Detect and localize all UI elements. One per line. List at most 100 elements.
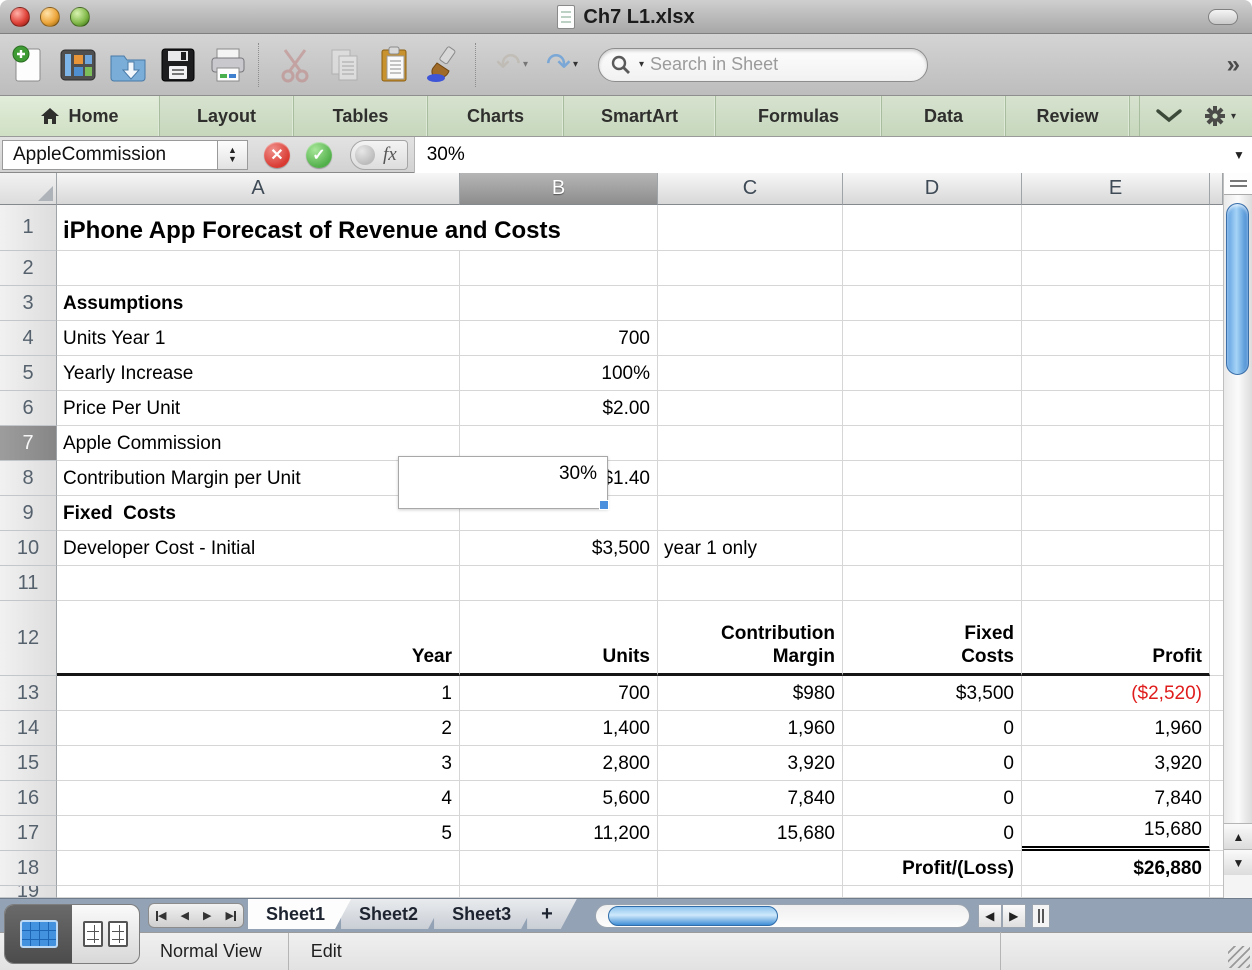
cell-E3[interactable] xyxy=(1022,286,1210,321)
cell-A11[interactable] xyxy=(57,566,460,601)
cell-E17[interactable]: 15,680 xyxy=(1022,816,1210,851)
scroll-up-button[interactable]: ▲ xyxy=(1224,823,1252,849)
cell-A10[interactable]: Developer Cost - Initial xyxy=(57,531,460,566)
split-handle[interactable] xyxy=(1224,173,1252,195)
cell-C16[interactable]: 7,840 xyxy=(658,781,843,816)
cell-E16[interactable]: 7,840 xyxy=(1022,781,1210,816)
cell-B11[interactable] xyxy=(460,566,658,601)
cell-B1[interactable] xyxy=(460,205,658,251)
cell-E9[interactable] xyxy=(1022,496,1210,531)
sheet-tab-sheet1[interactable]: Sheet1 xyxy=(248,899,351,929)
formula-input[interactable]: 30% xyxy=(413,136,1226,173)
cell-E1[interactable] xyxy=(1022,205,1210,251)
cell-E10[interactable] xyxy=(1022,531,1210,566)
cell-B6[interactable]: $2.00 xyxy=(460,391,658,426)
cell-C8[interactable] xyxy=(658,461,843,496)
row-header-19[interactable]: 19 xyxy=(0,886,57,898)
row-header-9[interactable]: 9 xyxy=(0,496,57,531)
cell-E8[interactable] xyxy=(1022,461,1210,496)
cell-B5[interactable]: 100% xyxy=(460,356,658,391)
cell-A18[interactable] xyxy=(57,851,460,886)
column-header-C[interactable]: C xyxy=(658,173,843,205)
cell-D13[interactable]: $3,500 xyxy=(843,676,1022,711)
cell-D18[interactable]: Profit/(Loss) xyxy=(843,851,1022,886)
toolbar-overflow-button[interactable]: » xyxy=(1226,50,1240,78)
cell-edit-overlay[interactable]: 30% xyxy=(398,456,609,510)
toolbar-toggle-button[interactable] xyxy=(1208,9,1238,25)
scroll-down-button[interactable]: ▼ xyxy=(1224,849,1252,875)
cell-D8[interactable] xyxy=(843,461,1022,496)
cell-A14[interactable]: 2 xyxy=(57,711,460,746)
row-header-17[interactable]: 17 xyxy=(0,816,57,851)
cell-E15[interactable]: 3,920 xyxy=(1022,746,1210,781)
add-sheet-tab[interactable]: + xyxy=(527,899,577,929)
paste-icon[interactable] xyxy=(373,43,417,87)
cell-A9[interactable]: Fixed Costs xyxy=(57,496,460,531)
cell-E19[interactable] xyxy=(1022,886,1210,898)
search-input[interactable]: ▾ Search in Sheet xyxy=(598,47,928,82)
cell-B4[interactable]: 700 xyxy=(460,321,658,356)
column-header-A[interactable]: A xyxy=(57,173,460,205)
cell-A5[interactable]: Yearly Increase xyxy=(57,356,460,391)
cell-E18[interactable]: $26,880 xyxy=(1022,851,1210,886)
cell-C9[interactable] xyxy=(658,496,843,531)
first-sheet-button[interactable]: ◀ xyxy=(158,910,167,922)
cell-D9[interactable] xyxy=(843,496,1022,531)
cell-C5[interactable] xyxy=(658,356,843,391)
row-header-10[interactable]: 10 xyxy=(0,531,57,566)
row-header-6[interactable]: 6 xyxy=(0,391,57,426)
tab-layout[interactable]: Layout xyxy=(160,96,294,136)
cell-E13[interactable]: ($2,520) xyxy=(1022,676,1210,711)
search-scope-dropdown[interactable]: ▾ xyxy=(639,59,645,70)
last-sheet-button[interactable]: ▶ xyxy=(225,910,234,922)
cell-B15[interactable]: 2,800 xyxy=(460,746,658,781)
row-header-4[interactable]: 4 xyxy=(0,321,57,356)
name-box[interactable]: AppleCommission xyxy=(2,139,218,170)
cell-D11[interactable] xyxy=(843,566,1022,601)
print-icon[interactable] xyxy=(206,43,250,87)
cell-B14[interactable]: 1,400 xyxy=(460,711,658,746)
cell-B19[interactable] xyxy=(460,886,658,898)
row-header-8[interactable]: 8 xyxy=(0,461,57,496)
vertical-scrollbar[interactable]: ▲ ▼ xyxy=(1223,173,1252,898)
select-all-corner[interactable] xyxy=(0,173,57,205)
cell-D5[interactable] xyxy=(843,356,1022,391)
horizontal-scroll-thumb[interactable] xyxy=(607,906,778,926)
cell-B16[interactable]: 5,600 xyxy=(460,781,658,816)
cell-B3[interactable] xyxy=(460,286,658,321)
column-header-B[interactable]: B xyxy=(460,173,658,205)
cell-C3[interactable] xyxy=(658,286,843,321)
row-header-7[interactable]: 7 xyxy=(0,426,57,461)
cell-E12[interactable]: Profit xyxy=(1022,601,1210,676)
cell-B12[interactable]: Units xyxy=(460,601,658,676)
accept-entry-button[interactable]: ✓ xyxy=(306,141,332,168)
page-layout-view-button[interactable] xyxy=(72,905,139,963)
row-header-18[interactable]: 18 xyxy=(0,851,57,886)
cell-A8[interactable]: Contribution Margin per Unit xyxy=(57,461,460,496)
cell-D14[interactable]: 0 xyxy=(843,711,1022,746)
resize-grip[interactable] xyxy=(1228,946,1250,968)
cell-E7[interactable] xyxy=(1022,426,1210,461)
horizontal-split-handle[interactable] xyxy=(1031,904,1050,928)
cell-D7[interactable] xyxy=(843,426,1022,461)
vertical-scroll-thumb[interactable] xyxy=(1226,203,1249,375)
cell-E5[interactable] xyxy=(1022,356,1210,391)
scroll-left-button[interactable]: ◀ xyxy=(977,904,1002,928)
cell-A3[interactable]: Assumptions xyxy=(57,286,460,321)
ribbon-settings-gear-icon[interactable]: ▾ xyxy=(1204,105,1236,127)
save-icon[interactable] xyxy=(156,43,200,87)
cell-B17[interactable]: 11,200 xyxy=(460,816,658,851)
cell-D1[interactable] xyxy=(843,205,1022,251)
template-gallery-icon[interactable] xyxy=(56,43,100,87)
cell-C19[interactable] xyxy=(658,886,843,898)
cell-A1[interactable]: iPhone App Forecast of Revenue and Costs xyxy=(57,205,561,251)
cell-A12[interactable]: Year xyxy=(57,601,460,676)
cell-E6[interactable] xyxy=(1022,391,1210,426)
row-header-5[interactable]: 5 xyxy=(0,356,57,391)
cell-D12[interactable]: Fixed Costs xyxy=(843,601,1022,676)
sheet-tab-sheet2[interactable]: Sheet2 xyxy=(341,899,444,929)
cell-B2[interactable] xyxy=(460,251,658,286)
tab-formulas[interactable]: Formulas xyxy=(716,96,882,136)
sheet-nav-buttons[interactable]: ◀ ◀ ▶ ▶ xyxy=(148,903,244,928)
cell-D2[interactable] xyxy=(843,251,1022,286)
